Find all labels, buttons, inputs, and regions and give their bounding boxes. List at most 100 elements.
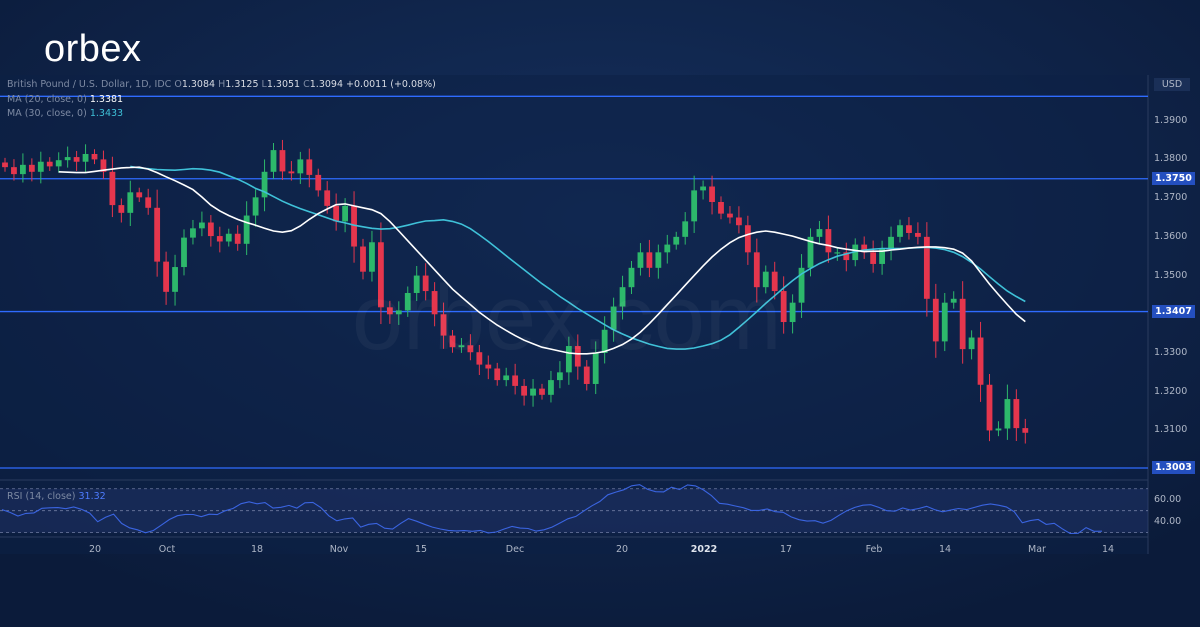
- candle: [37, 151, 44, 184]
- candle: [458, 337, 465, 353]
- candle-body: [539, 388, 545, 395]
- candle: [1013, 389, 1020, 441]
- candle: [870, 240, 877, 273]
- candle-body: [870, 252, 877, 264]
- candle: [386, 300, 393, 324]
- candle-body: [1022, 428, 1029, 433]
- time-tick-label: 2022: [690, 544, 718, 555]
- candle-body: [11, 167, 17, 175]
- candle: [628, 261, 635, 294]
- level-tag: 1.3407: [1152, 305, 1195, 319]
- candle: [521, 379, 527, 406]
- low-label: L: [261, 79, 267, 90]
- candle: [530, 379, 536, 407]
- rsi-band-fill: [0, 488, 1148, 533]
- candle-body: [727, 213, 733, 218]
- candle: [727, 206, 733, 224]
- price-tick-label: 1.3200: [1154, 385, 1188, 397]
- candle: [825, 215, 832, 263]
- low-value: 1.3051: [266, 79, 301, 90]
- candle: [28, 158, 35, 182]
- candle-body: [261, 171, 268, 198]
- candle-body: [673, 236, 680, 245]
- candle-body: [404, 292, 411, 311]
- candle-body: [941, 302, 948, 342]
- candle-body: [422, 275, 429, 292]
- candle: [941, 292, 948, 352]
- time-tick-label: 14: [1101, 544, 1115, 555]
- candle: [986, 374, 993, 442]
- candle-body: [369, 242, 375, 272]
- candle: [691, 175, 698, 233]
- candle: [404, 286, 411, 317]
- candle-body: [252, 197, 259, 216]
- candle: [261, 159, 268, 212]
- candle: [682, 212, 689, 245]
- candle: [619, 275, 626, 320]
- candle: [897, 219, 903, 243]
- candle-body: [386, 307, 393, 315]
- candle: [154, 189, 161, 277]
- candle-body: [843, 252, 850, 261]
- candle: [771, 261, 778, 300]
- candle-body: [100, 159, 107, 172]
- candle: [476, 344, 483, 375]
- candle: [306, 148, 313, 188]
- candle-body: [798, 267, 805, 303]
- time-tick-label: Feb: [865, 544, 883, 555]
- candle: [100, 150, 107, 180]
- candle-body: [923, 236, 930, 299]
- candle-body: [646, 252, 653, 268]
- close-label: C: [303, 79, 310, 90]
- candle-body: [378, 242, 384, 308]
- candle-body: [431, 291, 438, 315]
- candle: [655, 244, 662, 279]
- candle-body: [861, 244, 868, 253]
- candle: [592, 341, 599, 395]
- rsi-line: [1, 484, 1103, 535]
- candle-body: [118, 205, 125, 213]
- candle: [360, 238, 366, 280]
- candle-body: [888, 236, 894, 249]
- candle: [798, 254, 805, 318]
- candle: [485, 355, 492, 380]
- candle-body: [342, 205, 348, 222]
- candle-body: [583, 366, 590, 384]
- candle-body: [82, 153, 89, 162]
- ma30-label: MA (30, close, 0): [7, 108, 87, 119]
- candle-body: [2, 162, 8, 168]
- candle-body: [664, 244, 671, 253]
- candle-body: [780, 291, 787, 323]
- candle-body: [190, 228, 196, 238]
- candle: [279, 139, 286, 181]
- candle: [82, 144, 89, 173]
- candle-body: [46, 161, 53, 167]
- candle-body: [718, 201, 724, 214]
- candle-body: [225, 233, 232, 242]
- candle: [906, 217, 912, 240]
- candle: [968, 330, 975, 360]
- high-label: H: [218, 79, 226, 90]
- candle: [610, 297, 617, 342]
- candle: [190, 219, 196, 245]
- candle: [736, 206, 742, 234]
- candle: [64, 146, 71, 168]
- candle: [879, 240, 885, 275]
- ma20-line: [58, 166, 1026, 355]
- candle: [91, 149, 98, 165]
- open-label: O: [174, 79, 182, 90]
- time-tick-label: 20: [88, 544, 102, 555]
- candle-body: [333, 205, 340, 222]
- candle-body: [986, 384, 993, 431]
- candle: [449, 329, 456, 353]
- time-tick-label: Dec: [505, 544, 525, 555]
- time-tick-label: Oct: [158, 544, 176, 555]
- candle-body: [816, 229, 823, 237]
- candle: [977, 321, 984, 402]
- candle: [932, 283, 939, 358]
- candle: [753, 238, 760, 303]
- candle: [234, 225, 241, 251]
- time-tick-label: 15: [414, 544, 428, 555]
- candle: [395, 301, 402, 325]
- candle: [413, 265, 420, 302]
